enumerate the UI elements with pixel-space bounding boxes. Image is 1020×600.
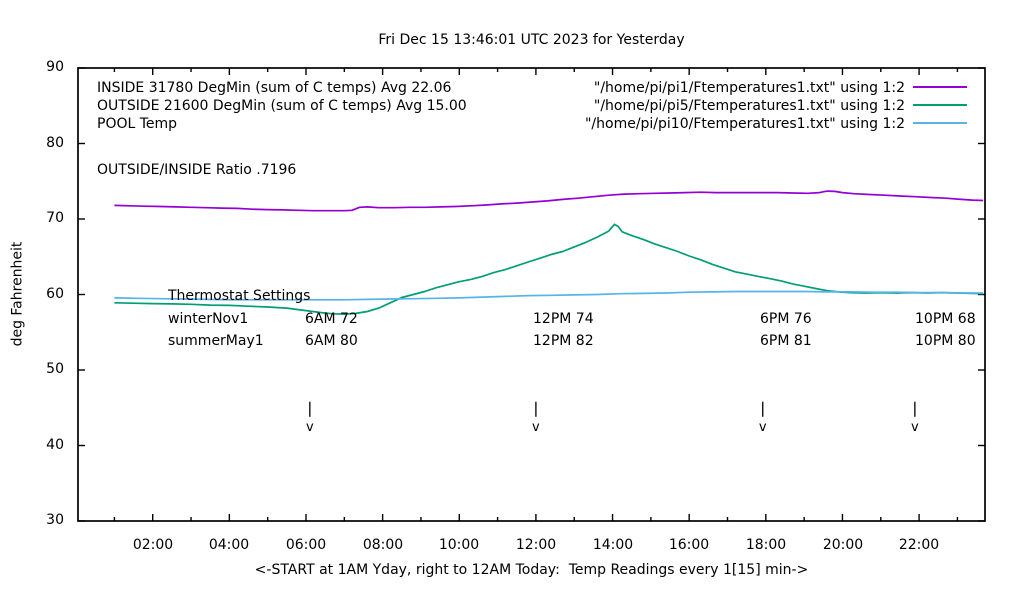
x-tick-label: 18:00 xyxy=(745,537,787,553)
thermostat-setting: 12PM 74 xyxy=(533,311,594,327)
thermostat-setting: 10PM 80 xyxy=(915,333,976,349)
x-tick-label: 20:00 xyxy=(822,537,864,553)
thermostat-row-name: winterNov1 xyxy=(168,311,249,327)
x-tick-label: 14:00 xyxy=(592,537,634,553)
y-axis-title: deg Fahrenheit xyxy=(9,241,26,347)
legend-label-outside: OUTSIDE 21600 DegMin (sum of C temps) Av… xyxy=(97,98,467,114)
x-tick-label: 08:00 xyxy=(362,537,404,553)
thermostat-setting: 6PM 76 xyxy=(760,311,812,327)
arrow-head-glyph: v xyxy=(759,420,767,435)
arrow-head-glyph: v xyxy=(532,420,540,435)
legend-label-inside: INSIDE 31780 DegMin (sum of C temps) Avg… xyxy=(97,80,452,96)
x-tick-label: 16:00 xyxy=(668,537,710,553)
thermostat-setting: 12PM 82 xyxy=(533,333,594,349)
arrow-head-glyph: v xyxy=(306,420,314,435)
legend-file-pool: "/home/pi/pi10/Ftemperatures1.txt" using… xyxy=(584,116,905,132)
thermostat-setting: 6PM 81 xyxy=(760,333,812,349)
chart-title: Fri Dec 15 13:46:01 UTC 2023 for Yesterd… xyxy=(378,32,685,48)
x-tick-label: 02:00 xyxy=(132,537,174,553)
x-tick-label: 06:00 xyxy=(285,537,327,553)
thermostat-row-name: summerMay1 xyxy=(168,333,264,349)
arrow-head-glyph: v xyxy=(911,420,919,435)
y-tick-label: 90 xyxy=(46,59,64,75)
y-tick-label: 80 xyxy=(46,135,64,151)
thermostat-setting: 10PM 68 xyxy=(915,311,976,327)
series-line-outside xyxy=(114,223,984,315)
y-tick-label: 60 xyxy=(46,286,64,302)
ratio-annotation: OUTSIDE/INSIDE Ratio .7196 xyxy=(97,162,297,178)
thermostat-setting: 6AM 80 xyxy=(305,333,358,349)
y-tick-label: 40 xyxy=(46,437,64,453)
y-tick-label: 50 xyxy=(46,361,64,377)
series-line-pool xyxy=(114,290,984,301)
y-tick-label: 70 xyxy=(46,210,64,226)
thermostat-setting: 6AM 72 xyxy=(305,311,358,327)
legend-file-outside: "/home/pi/pi5/Ftemperatures1.txt" using … xyxy=(593,98,905,114)
x-tick-label: 10:00 xyxy=(438,537,480,553)
legend-file-inside: "/home/pi/pi1/Ftemperatures1.txt" using … xyxy=(593,80,905,96)
x-axis-title: <-START at 1AM Yday, right to 12AM Today… xyxy=(254,562,809,578)
legend-label-pool: POOL Temp xyxy=(97,116,178,132)
y-tick-label: 30 xyxy=(46,512,64,528)
x-tick-label: 12:00 xyxy=(515,537,557,553)
x-tick-label: 22:00 xyxy=(898,537,940,553)
thermostat-heading: Thermostat Settings xyxy=(168,288,311,304)
series-line-inside xyxy=(114,190,984,212)
x-tick-label: 04:00 xyxy=(208,537,250,553)
